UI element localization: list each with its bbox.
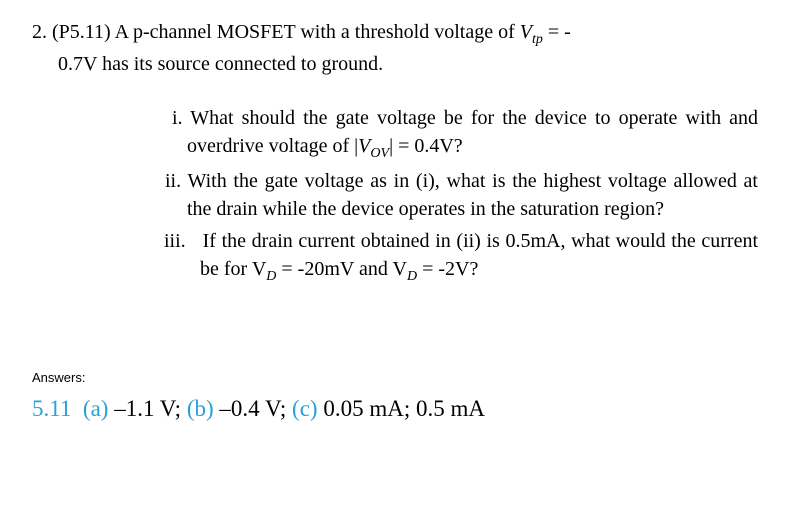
answer-c-value: 0.05 mA; 0.5 mA [318,396,485,421]
subpart-i: i. What should the gate voltage be for t… [162,104,758,164]
subpart-iii-seg3: = -2V? [417,258,478,280]
subpart-i-seg1: What should the gate voltage be for the … [187,107,758,157]
problem-statement: 2. (P5.11) A p-channel MOSFET with a thr… [32,18,768,78]
vd-sub-1: D [266,269,276,284]
answers-heading: Answers: [32,369,768,387]
answer-a-label: (a) [83,396,109,421]
subparts-list: i. What should the gate voltage be for t… [32,104,768,287]
answer-a-value: –1.1 V; [108,396,186,421]
subpart-iii-label: iii. [164,230,186,252]
subpart-i-seg2: | = 0.4V? [389,135,463,157]
subpart-iii-seg2: = -20mV and V [276,258,407,280]
problem-ref: (P5.11) [52,21,111,43]
vtp-symbol-v: V [520,21,532,43]
subpart-ii: ii. With the gate voltage as in (i), wha… [162,167,758,223]
problem-text-1b: = - [543,21,571,43]
answer-b-value: –0.4 V; [214,396,292,421]
vov-sub: OV [370,146,389,161]
subpart-i-label: i. [172,107,183,129]
problem-number: 2. [32,21,47,43]
vtp-symbol-sub: tp [532,32,543,47]
problem-line-2: 0.7V has its source connected to ground. [32,50,768,78]
answers-line: 5.11 (a) –1.1 V; (b) –0.4 V; (c) 0.05 mA… [32,393,768,425]
subpart-iii: iii. If the drain current obtained in (i… [162,227,758,287]
problem-line-1: 2. (P5.11) A p-channel MOSFET with a thr… [32,18,768,50]
answer-c-label: (c) [292,396,318,421]
subpart-ii-label: ii. [165,170,181,192]
answer-b-label: (b) [187,396,214,421]
problem-text-1a: A p-channel MOSFET with a threshold volt… [115,21,520,43]
vov-v: V [358,135,370,157]
vd-sub-2: D [407,269,417,284]
subpart-ii-text: With the gate voltage as in (i), what is… [187,170,758,220]
answers-number: 5.11 [32,396,71,421]
